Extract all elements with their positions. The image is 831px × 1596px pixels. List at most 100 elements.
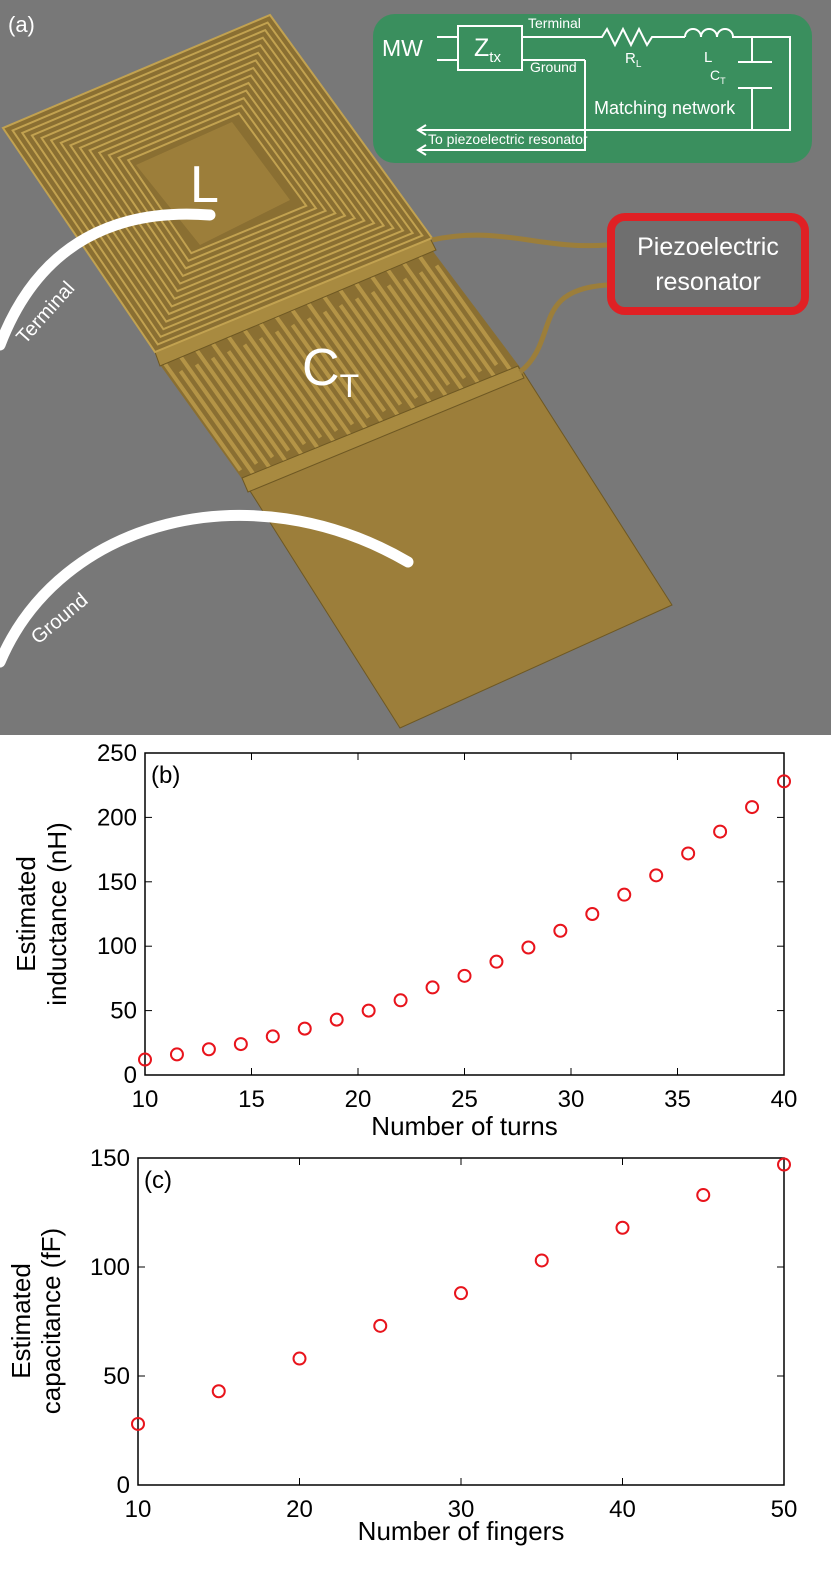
spiral-turn [59, 59, 376, 308]
circuit-impedance: Ztx [474, 34, 501, 66]
circuit-terminal: Terminal [528, 15, 581, 31]
capacitor-label: CT [302, 339, 359, 404]
capacitor-finger [354, 282, 435, 393]
capacitor-finger [290, 323, 371, 435]
capacitor-finger [418, 271, 499, 382]
data-point [777, 774, 791, 789]
y-tick-label: 250 [97, 740, 137, 767]
circuit-wires [416, 25, 791, 156]
data-point [681, 846, 696, 861]
capacitor-finger [210, 356, 291, 468]
spiral-turn [88, 81, 347, 285]
x-tick-label: 15 [238, 1086, 265, 1113]
wire [518, 282, 608, 374]
label-sub: T [340, 368, 360, 404]
spiral-turn [107, 96, 328, 270]
y-axis-label: inductance (nH) [42, 822, 72, 1006]
capacitor-finger [338, 288, 419, 400]
capacitor-finger [210, 341, 291, 452]
x-tick-label: 20 [286, 1496, 313, 1523]
data-point [615, 1220, 630, 1235]
spiral-turn [20, 28, 415, 339]
spiral-turn [97, 89, 337, 278]
label-main: C [302, 339, 340, 397]
resonator-label: Piezoelectric [637, 233, 779, 261]
plot-frame [144, 752, 785, 1076]
data-point [745, 800, 760, 815]
x-tick-label: 20 [345, 1086, 372, 1113]
capacitor-finger [418, 255, 499, 367]
label-sub: T [720, 76, 726, 86]
spiral-turn [126, 112, 308, 255]
data-point [211, 1384, 226, 1399]
label-main: R [625, 50, 636, 67]
data-point [696, 1188, 711, 1203]
capacitor-finger [226, 334, 307, 446]
data-point [393, 993, 408, 1008]
x-tick-label: 50 [771, 1496, 798, 1523]
y-tick-label: 200 [97, 804, 137, 831]
capacitor-finger [434, 264, 515, 375]
x-tick-label: 30 [558, 1086, 585, 1113]
data-point [713, 824, 728, 839]
data-point [233, 1037, 248, 1052]
y-tick-label: 50 [103, 1363, 130, 1390]
label-sub: L [636, 59, 642, 70]
spiral-turn [49, 51, 386, 316]
panel-label: (c) [144, 1167, 172, 1194]
spiral-turn [78, 74, 357, 293]
panel-a: (a) L CT Terminal Ground Piezoelectric r… [0, 0, 831, 735]
spiral-turn [30, 36, 405, 331]
data-point [489, 954, 504, 969]
inductor-pad [136, 122, 290, 245]
panel-label: (a) [8, 12, 35, 37]
y-tick-label: 150 [97, 869, 137, 896]
capacitor-finger [402, 262, 483, 373]
y-tick-label: 150 [90, 1145, 130, 1172]
capacitor-finger [194, 348, 275, 459]
capacitor-finger [386, 284, 467, 395]
data-point [521, 940, 536, 955]
capacitor-finger [306, 317, 387, 428]
capacitor-finger [370, 275, 451, 386]
data-point [454, 1286, 468, 1301]
data-point [373, 1318, 388, 1333]
capacitor-finger [242, 328, 323, 439]
y-tick-label: 50 [110, 998, 137, 1025]
data-point [534, 1253, 549, 1268]
data-point [201, 1042, 216, 1057]
circuit-output: To piezoelectric resonator [428, 131, 588, 147]
capacitor-finger [322, 310, 403, 421]
capacitor-finger [274, 330, 355, 441]
capacitor-finger [370, 290, 451, 402]
resonator-label: resonator [655, 268, 761, 296]
circuit-box [373, 14, 812, 163]
label-main: Z [474, 34, 489, 62]
data-point [777, 1157, 791, 1172]
y-tick-label: 100 [97, 933, 137, 960]
y-axis-label: capacitance (fF) [36, 1228, 66, 1414]
bus-bar [241, 365, 525, 493]
circuit-network: Matching network [594, 98, 736, 118]
data-point [361, 1003, 376, 1018]
data-point [169, 1047, 184, 1062]
ground-probe [0, 509, 414, 668]
resonator-box [607, 213, 809, 315]
capacitor-finger [258, 321, 339, 432]
spiral-turn [40, 44, 395, 323]
circuit-source: MW [382, 35, 423, 61]
capacitor-finger [226, 350, 307, 461]
circuit-inductor: L [704, 49, 712, 66]
x-tick-label: 10 [132, 1086, 159, 1113]
data-point [553, 923, 568, 938]
panel-label: (b) [151, 762, 180, 789]
capacitor-finger [242, 343, 323, 454]
capacitor-finger [258, 336, 339, 448]
capacitor-finger [194, 363, 275, 474]
capacitor-finger [274, 315, 355, 426]
y-tick-label: 0 [124, 1062, 137, 1089]
spiral-turn [117, 104, 318, 262]
capacitor-finger [178, 354, 259, 465]
capacitor-finger [290, 308, 371, 419]
data-point [585, 907, 600, 921]
